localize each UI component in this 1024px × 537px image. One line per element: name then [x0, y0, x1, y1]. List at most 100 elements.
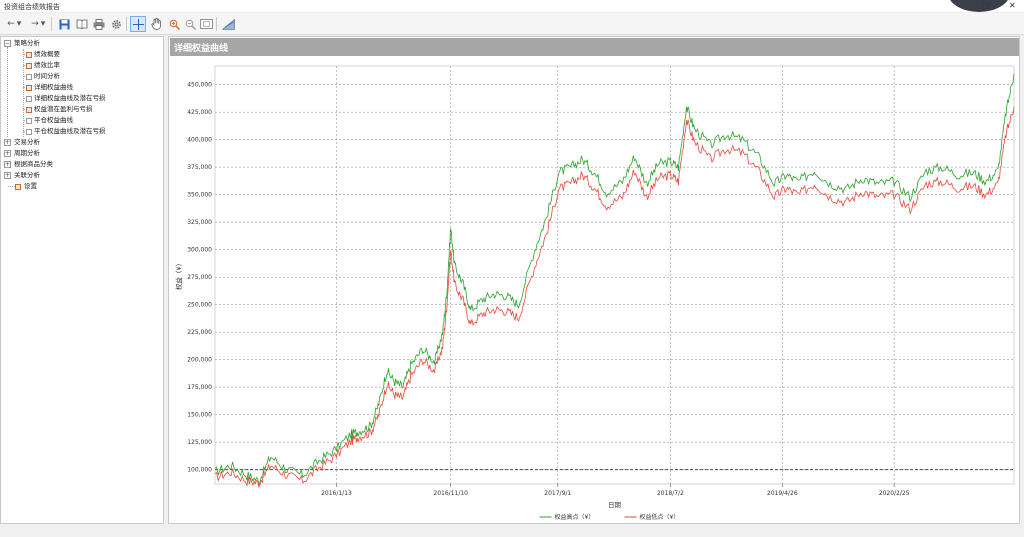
toolbar: ← ▾ → ▾	[0, 13, 1024, 35]
tree-node-child[interactable]: 绩效概要	[1, 49, 163, 60]
y-tick-label: 250,000	[187, 302, 212, 309]
collapse-icon[interactable]: −	[4, 40, 11, 47]
x-tick-label: 2017/9/1	[544, 490, 571, 497]
expand-icon[interactable]: +	[4, 161, 11, 168]
status-bar	[0, 525, 1024, 537]
window-title: 投资组合绩效报告	[4, 3, 60, 11]
y-tick-label: 375,000	[187, 164, 212, 171]
tree-node-child[interactable]: 详细权益曲线及潜在亏损	[1, 93, 163, 104]
tree-node-label: 绩效比率	[34, 61, 60, 69]
settings-report-icon	[15, 184, 21, 190]
equity-curve-chart[interactable]: 100,000 125,000 150,000 175,000 200,000 225,0…	[169, 56, 1019, 524]
y-tick-label: 325,000	[187, 219, 212, 226]
export-chart-icon[interactable]	[220, 16, 236, 32]
tree-node-child[interactable]: 权益潜在盈利与亏损	[1, 104, 163, 115]
tree-node-group[interactable]: + 交易分析	[1, 137, 163, 148]
gear-icon[interactable]	[108, 16, 124, 32]
panel-header: 详细权益曲线	[170, 38, 1019, 56]
page-icon	[26, 96, 32, 102]
tree-node-label: 根据商品分类	[14, 160, 53, 168]
report-icon	[26, 52, 32, 58]
back-dropdown-icon[interactable]: ▾	[16, 19, 22, 29]
tree-node-label: 周期分析	[14, 149, 40, 157]
zoom-in-icon[interactable]	[166, 16, 182, 32]
series-line-high	[214, 73, 1015, 487]
x-tick-label: 2016/1/13	[321, 490, 352, 497]
tree-node-label: 设置	[24, 182, 37, 190]
chart-panel: 详细权益曲线 100,000 125,000 150,000 175,000 200,0…	[168, 36, 1020, 524]
tree-node-settings[interactable]: 设置	[1, 181, 163, 192]
tree-node-strategy-analysis[interactable]: − 策略分析	[1, 38, 163, 49]
x-axis-title: 日期	[608, 501, 622, 509]
page-icon	[26, 74, 32, 80]
window-overlay-avatar	[948, 0, 1010, 12]
y-tick-label: 100,000	[187, 467, 212, 474]
tree-node-child[interactable]: 详细权益曲线	[1, 82, 163, 93]
x-tick-label: 2019/4/26	[767, 490, 798, 497]
x-tick-label: 2018/7/2	[657, 490, 684, 497]
expand-icon[interactable]: +	[4, 150, 11, 157]
tree-node-group[interactable]: + 周期分析	[1, 148, 163, 159]
tree-node-group[interactable]: + 根据商品分类	[1, 159, 163, 170]
page-icon	[26, 118, 32, 124]
close-button[interactable]: ✕	[1009, 1, 1016, 10]
open-book-icon[interactable]	[74, 16, 90, 32]
expand-icon[interactable]: +	[4, 172, 11, 179]
navigation-tree: − 策略分析 绩效概要绩效比率时间分析详细权益曲线详细权益曲线及潜在亏损 权益潜在…	[0, 36, 164, 524]
y-tick-label: 125,000	[187, 439, 212, 446]
toolbar-separator	[51, 17, 52, 31]
tree-node-child[interactable]: 时间分析	[1, 71, 163, 82]
y-tick-label: 200,000	[187, 357, 212, 364]
tree-node-label: 时间分析	[34, 72, 60, 80]
report-icon	[26, 85, 32, 91]
tree-node-label: 交易分析	[14, 138, 40, 146]
crosshair-icon[interactable]	[130, 16, 146, 32]
back-arrow-icon[interactable]: ←	[7, 19, 15, 29]
report-icon	[26, 107, 32, 113]
print-icon[interactable]	[91, 16, 107, 32]
report-icon	[26, 63, 32, 69]
tree-guide-line	[23, 49, 24, 137]
legend-label: 权益高点（¥）	[555, 513, 595, 521]
tree-node-child[interactable]: 平仓权益曲线及潜在亏损	[1, 126, 163, 137]
tree-guide-line	[7, 47, 8, 137]
tree-node-label: 权益潜在盈利与亏损	[34, 105, 93, 113]
y-tick-label: 150,000	[187, 412, 212, 419]
tree-node-label: 平仓权益曲线	[34, 116, 73, 124]
legend-label: 权益低点（¥）	[640, 513, 680, 521]
y-tick-label: 350,000	[187, 192, 212, 199]
save-icon[interactable]	[56, 16, 72, 32]
tree-node-group[interactable]: + 关联分析	[1, 170, 163, 181]
tree-node-label: 平仓权益曲线及潜在亏损	[34, 127, 106, 135]
fit-view-icon[interactable]	[198, 16, 214, 32]
expand-icon[interactable]: +	[4, 139, 11, 146]
toolbar-separator	[126, 17, 127, 31]
tree-node-label: 详细权益曲线	[34, 83, 73, 91]
page-icon	[26, 129, 32, 135]
y-tick-label: 400,000	[187, 137, 212, 144]
zoom-out-icon[interactable]	[182, 16, 198, 32]
forward-arrow-icon[interactable]: →	[31, 19, 39, 29]
forward-dropdown-icon[interactable]: ▾	[40, 19, 46, 29]
series-line-low	[214, 106, 1015, 489]
maximize-button[interactable]: □	[982, 1, 990, 10]
tree-node-label: 策略分析	[14, 39, 40, 47]
title-bar: 投资组合绩效报告 □ ✕	[0, 0, 1024, 12]
y-tick-label: 425,000	[187, 109, 212, 116]
x-tick-label: 2020/2/25	[879, 490, 910, 497]
tree-node-label: 绩效概要	[34, 50, 60, 58]
y-tick-label: 225,000	[187, 329, 212, 336]
pan-hand-icon[interactable]	[148, 16, 164, 32]
y-tick-label: 300,000	[187, 247, 212, 254]
tree-node-label: 详细权益曲线及潜在亏损	[34, 94, 106, 102]
toolbar-separator	[216, 17, 217, 31]
tree-node-child[interactable]: 平仓权益曲线	[1, 115, 163, 126]
y-tick-label: 275,000	[187, 274, 212, 281]
tree-node-label: 关联分析	[14, 171, 40, 179]
plot-area	[214, 65, 1015, 485]
y-axis-title: 权益（¥）	[174, 260, 183, 290]
tree-node-child[interactable]: 绩效比率	[1, 60, 163, 71]
y-tick-label: 175,000	[187, 384, 212, 391]
tree-branch-line	[8, 186, 15, 187]
